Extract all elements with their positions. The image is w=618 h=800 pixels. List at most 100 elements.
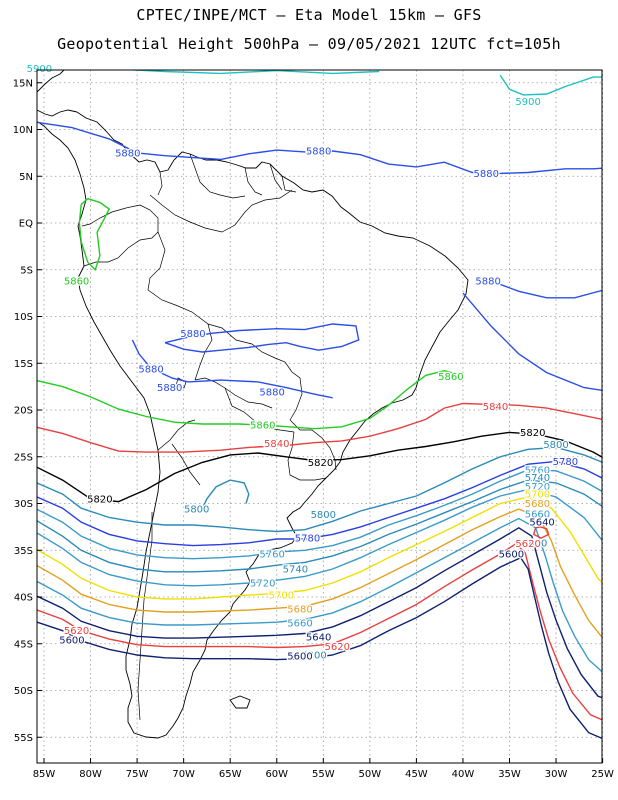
contour-label-5800: 5800 [543, 440, 568, 451]
contour-label-5820: 5820 [520, 428, 545, 439]
contour-5880 [462, 292, 602, 392]
lon-tick-label: 45W [405, 769, 428, 780]
lon-tick-label: 35W [498, 769, 521, 780]
contour-label-5840: 5840 [264, 439, 289, 450]
map-title: CPTEC/INPE/MCT – Eta Model 15km – GFS [136, 6, 482, 24]
contour-label-5740: 5740 [525, 473, 550, 484]
contour-5680 [37, 508, 602, 639]
contour-label-5880: 5880 [138, 364, 163, 375]
lat-tick-label: 10N [13, 125, 33, 136]
contour-label-5860: 5860 [64, 276, 89, 287]
contour-label-5640: 5640 [529, 518, 554, 529]
contour-label-5600: 5600 [287, 651, 312, 662]
contour-label-5880: 5880 [475, 276, 500, 287]
contour-label-5620: 5620 [64, 626, 89, 637]
lat-tick-label: 35S [14, 546, 33, 557]
lat-tick-label: 45S [14, 639, 33, 650]
lon-tick-label: 50W [359, 769, 382, 780]
contour-label-5720: 5720 [525, 482, 550, 493]
lat-tick-label: 15S [14, 359, 33, 370]
lat-tick-label: 55S [14, 733, 33, 744]
contour-label-5760: 5760 [259, 549, 284, 560]
map-subtitle: Geopotential Height 500hPa – 09/05/2021 … [57, 35, 561, 53]
contour-label-5880: 5880 [157, 383, 182, 394]
contour-label-5680: 5680 [525, 499, 550, 510]
lon-tick-label: 70W [172, 769, 195, 780]
contour-5660 [37, 517, 602, 673]
geopotential-contours [37, 70, 602, 740]
contour-5620 [37, 542, 602, 721]
lon-tick-label: 80W [79, 769, 102, 780]
lon-tick-label: 85W [33, 769, 56, 780]
lon-tick-label: 65W [219, 769, 242, 780]
contour-label-5620: 5620 [515, 539, 540, 550]
contour-label-5880: 5880 [180, 329, 205, 340]
contour-label-5600: 5600 [499, 549, 524, 560]
axis-ticks: 15N 10N 5N EQ 5S 10S 15S 20S 25S 30S 35S 40S 45S 50S 5… [13, 78, 614, 780]
contour-label-5680: 5680 [287, 605, 312, 616]
lat-tick-label: 40S [14, 593, 33, 604]
contour-5740 [37, 479, 602, 573]
contour-5900 [499, 74, 602, 96]
contour-label-5880: 5880 [115, 148, 140, 159]
contour-label-5740: 5740 [283, 564, 308, 575]
lat-lon-grid [37, 70, 603, 763]
contour-5640 [37, 526, 602, 699]
contour-label-5620: 5620 [325, 642, 350, 653]
contour-5900 [37, 70, 380, 75]
lat-tick-label: EQ [19, 219, 33, 230]
south-america-coastline [37, 111, 469, 739]
contour-label-5800: 5800 [522, 538, 547, 549]
contour-label-5780: 5780 [553, 457, 578, 468]
contour-5720 [37, 488, 602, 587]
contour-label-5860: 5860 [250, 420, 275, 431]
contour-label-5880: 5880 [306, 147, 331, 158]
contour-5860 [78, 197, 111, 272]
contour-5760 [37, 469, 602, 560]
lon-tick-label: 75W [126, 769, 149, 780]
contour-5880 [131, 339, 333, 399]
lat-tick-label: 50S [14, 686, 33, 697]
lat-tick-label: 15N [13, 78, 33, 89]
contour-label-5860: 5860 [438, 372, 463, 383]
contour-5620 [532, 526, 550, 539]
contour-label-5780: 5780 [295, 534, 320, 545]
lon-tick-label: 60W [265, 769, 288, 780]
contour-label-5800: 5800 [301, 650, 326, 661]
plot-frame [36, 69, 603, 764]
contour-label-5820: 5820 [87, 494, 112, 505]
contour-label-5880: 5880 [473, 169, 498, 180]
contour-label-5660: 5660 [525, 509, 550, 520]
contour-label-5800: 5800 [311, 510, 336, 521]
contour-5780 [37, 460, 602, 547]
contour-5700 [37, 496, 602, 600]
country-borders [81, 153, 337, 721]
contour-label-5640: 5640 [306, 633, 331, 644]
lon-tick-label: 40W [452, 769, 475, 780]
contour-label-5700: 5700 [525, 490, 550, 501]
lat-tick-label: 10S [14, 312, 33, 323]
contour-label-5660: 5660 [287, 619, 312, 630]
lon-tick-label: 25W [591, 769, 614, 780]
lat-tick-label: 20S [14, 406, 33, 417]
contour-label-5820: 5820 [308, 458, 333, 469]
lat-tick-label: 30S [14, 499, 33, 510]
lon-tick-label: 30W [545, 769, 568, 780]
contour-label-5840: 5840 [483, 402, 508, 413]
falklands-coastline [229, 695, 251, 709]
contour-label-5760: 5760 [525, 465, 550, 476]
contour-label-5800: 5800 [184, 505, 209, 516]
contour-label-5900: 5900 [515, 97, 540, 108]
lat-tick-label: 5N [19, 172, 33, 183]
contour-5820 [37, 431, 602, 503]
contour-label-5720: 5720 [250, 578, 275, 589]
lon-tick-label: 55W [312, 769, 335, 780]
lat-tick-label: 5S [20, 265, 33, 276]
contour-5880 [37, 121, 602, 175]
coastline-and-borders [37, 70, 469, 739]
contour-5880 [490, 280, 602, 299]
central-america-coastline [37, 70, 78, 117]
contour-5860 [37, 369, 459, 430]
